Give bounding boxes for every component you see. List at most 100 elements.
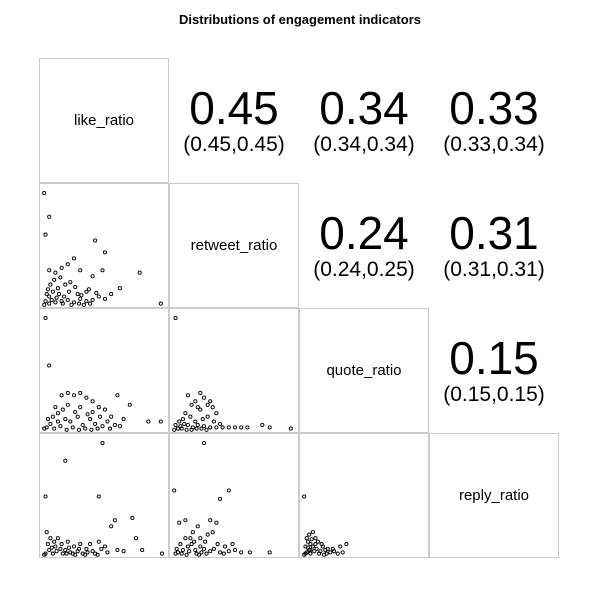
scatter-point — [73, 284, 78, 290]
correlation-value: 0.33 — [449, 81, 539, 134]
scatter-point — [43, 232, 48, 237]
scatter-point — [173, 422, 178, 428]
scatter-point — [223, 544, 228, 549]
scatter-point — [185, 393, 190, 398]
scatter-point — [68, 280, 73, 285]
scatter-point — [317, 551, 322, 556]
scatter-point — [137, 270, 142, 275]
scatter-point — [65, 390, 70, 395]
scatter-point — [340, 550, 345, 555]
correlation-interval: (0.24,0.25) — [313, 257, 415, 281]
scatter-point — [63, 458, 68, 463]
scatter-point — [57, 292, 62, 297]
scatter-point — [43, 299, 48, 304]
scatter-point — [307, 532, 312, 537]
scatter-point — [115, 547, 120, 553]
scatter-point — [320, 544, 325, 549]
diagonal-label-reply-ratio: reply_ratio — [429, 433, 559, 558]
scatter-point — [189, 542, 194, 547]
scatter-point — [96, 294, 101, 299]
scatter-point — [78, 542, 83, 547]
scatter-point — [84, 395, 89, 400]
scatter-point — [214, 520, 219, 525]
scatter-point — [48, 421, 53, 426]
scatter-point — [48, 282, 53, 287]
scatter-point — [183, 536, 188, 541]
scatter-point — [302, 494, 307, 499]
scatter-point — [62, 294, 67, 299]
scatter-point — [214, 425, 219, 430]
scatter-point — [183, 411, 188, 416]
scatter-point — [140, 547, 145, 553]
scatter-point — [58, 424, 63, 429]
scatter-point — [63, 282, 68, 287]
correlation-value: 0.24 — [319, 206, 409, 259]
scatter-point — [44, 530, 49, 535]
scatter-point — [205, 532, 210, 537]
scatter-point — [70, 551, 75, 556]
scatter-point — [109, 292, 114, 297]
scatter-point — [232, 547, 238, 553]
scatter-point — [71, 393, 77, 398]
scatter-point — [66, 289, 72, 294]
scatter-point — [184, 552, 189, 557]
scatter-point — [117, 424, 122, 429]
scatter-point — [90, 297, 95, 303]
scatter-point — [201, 424, 207, 429]
scatter-point — [305, 539, 311, 544]
scatter-point — [218, 496, 223, 501]
scatter-point — [50, 289, 55, 294]
scatter-point — [177, 419, 182, 424]
scatter-point — [76, 427, 82, 432]
scatter-panel — [299, 433, 429, 558]
scatter-point — [308, 542, 313, 547]
scatter-point — [335, 551, 340, 556]
correlation-interval: (0.34,0.34) — [313, 132, 415, 156]
scatter-point — [313, 542, 318, 547]
scatter-point — [195, 524, 200, 529]
scatter-point — [194, 426, 199, 431]
scatter-point — [185, 544, 190, 549]
scatter-point — [42, 190, 47, 196]
scatter-point — [55, 286, 60, 291]
scatter-point — [226, 549, 231, 554]
scatter-point — [55, 536, 60, 541]
scatter-point — [188, 414, 193, 419]
scatter-point — [267, 425, 272, 430]
scatter-point — [109, 414, 114, 419]
scatter-point — [64, 427, 69, 432]
scatter-panel — [39, 433, 169, 558]
scatter-point — [312, 549, 317, 554]
scatter-point — [198, 390, 203, 395]
scatter-point — [310, 530, 315, 535]
scatter-point — [239, 425, 244, 430]
scatter-point — [54, 295, 59, 300]
scatter-point — [182, 421, 187, 426]
scatter-point — [85, 550, 90, 555]
scatter-point — [201, 546, 207, 551]
scatter-point — [201, 395, 207, 400]
scatter-point — [203, 539, 208, 544]
scatter-point — [344, 542, 349, 547]
scatter-point — [78, 390, 83, 395]
scatter-point — [328, 550, 333, 555]
scatter-point — [188, 536, 193, 541]
scatter-point — [49, 545, 54, 550]
scatter-point — [96, 539, 101, 544]
scatter-point — [193, 399, 198, 404]
scatter-point — [81, 302, 86, 307]
scatter-point — [198, 544, 203, 549]
scatter-point — [58, 546, 63, 551]
scatter-point — [178, 542, 183, 547]
scatter-point — [200, 417, 205, 422]
scatter-point — [112, 518, 117, 523]
scatter-point — [313, 536, 318, 541]
scatter-point — [64, 551, 69, 556]
scatter-point — [121, 417, 126, 422]
scatter-point — [115, 393, 120, 398]
correlation-value: 0.34 — [319, 81, 409, 134]
scatter-point — [65, 297, 70, 303]
scatter-point — [310, 544, 315, 549]
scatter-point — [193, 547, 198, 553]
scatter-point — [187, 549, 192, 554]
